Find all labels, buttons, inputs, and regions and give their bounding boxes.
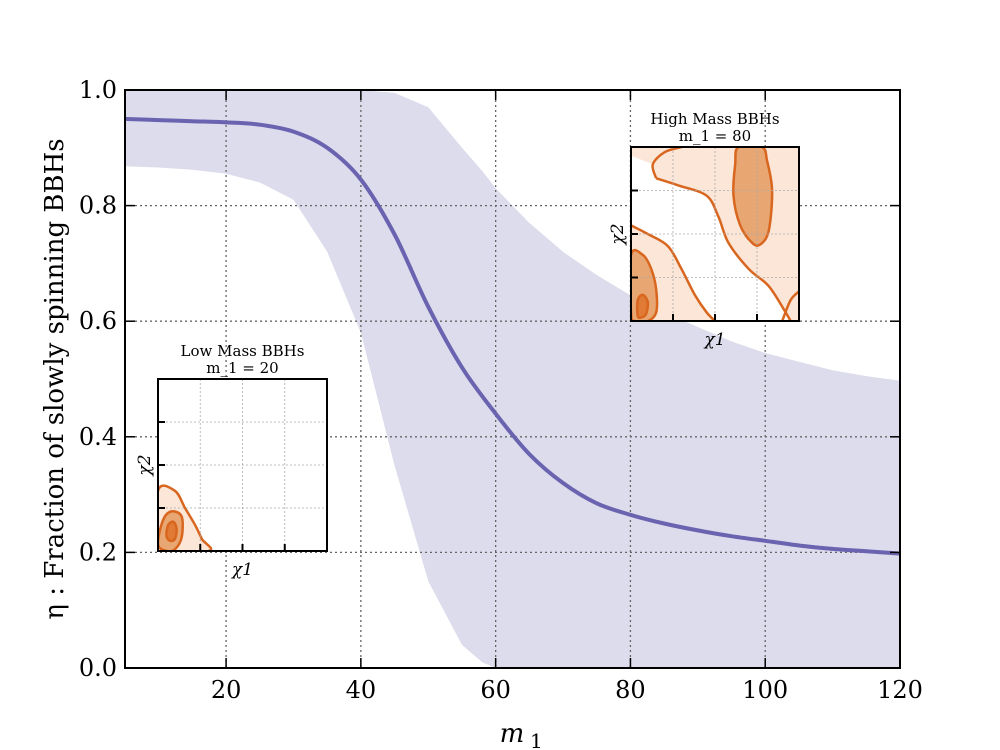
x-tick-label: 20 bbox=[211, 676, 242, 704]
y-tick-label: 0.2 bbox=[79, 538, 117, 566]
x-tick-label: 80 bbox=[615, 676, 646, 704]
inset-contours bbox=[631, 147, 799, 321]
y-tick-label: 0.0 bbox=[79, 654, 117, 682]
inset-subtitle: m_1 = 20 bbox=[206, 359, 278, 377]
ticks: 20 40 60 80 100 120 0.0 0.2 0.4 0.6 0.8 1.0 bbox=[79, 76, 923, 704]
y-tick-label: 1.0 bbox=[79, 76, 117, 104]
inset-xlabel: χ1 bbox=[703, 330, 725, 350]
contour-line bbox=[781, 290, 799, 321]
inset-title: High Mass BBHs bbox=[650, 110, 779, 128]
inset-title: Low Mass BBHs bbox=[181, 342, 305, 360]
credible-band bbox=[125, 90, 900, 668]
y-tick-label: 0.4 bbox=[79, 423, 117, 451]
inset-ylabel: χ2 bbox=[608, 223, 628, 245]
plot-frame bbox=[124, 89, 901, 669]
median-line bbox=[124, 116, 901, 556]
contour-gap bbox=[631, 155, 791, 321]
contour-inner bbox=[165, 520, 178, 543]
inset-ylabel: χ2 bbox=[135, 454, 155, 476]
contour-line bbox=[655, 177, 792, 321]
x-tick-label: 60 bbox=[480, 676, 511, 704]
x-tick-label: 100 bbox=[742, 676, 788, 704]
contour-line bbox=[651, 147, 682, 179]
contour-inner bbox=[635, 293, 650, 320]
inset-frame bbox=[157, 378, 328, 552]
y-tick-label: 0.8 bbox=[79, 192, 117, 220]
y-tick-label: 0.6 bbox=[79, 307, 117, 335]
inset-xlabel: χ1 bbox=[231, 560, 253, 580]
x-tick-label: 40 bbox=[346, 676, 377, 704]
inset-frame bbox=[630, 146, 800, 322]
x-tick-label: 120 bbox=[877, 676, 923, 704]
x-axis-title: m 1 bbox=[500, 719, 543, 750]
y-axis-title: η : Fraction of slowly spinning BBHs bbox=[40, 138, 70, 619]
x-axis-title-sub: 1 bbox=[530, 729, 543, 750]
inset-subtitle: m_1 = 80 bbox=[679, 127, 751, 145]
x-axis-title-m: m bbox=[500, 719, 525, 749]
